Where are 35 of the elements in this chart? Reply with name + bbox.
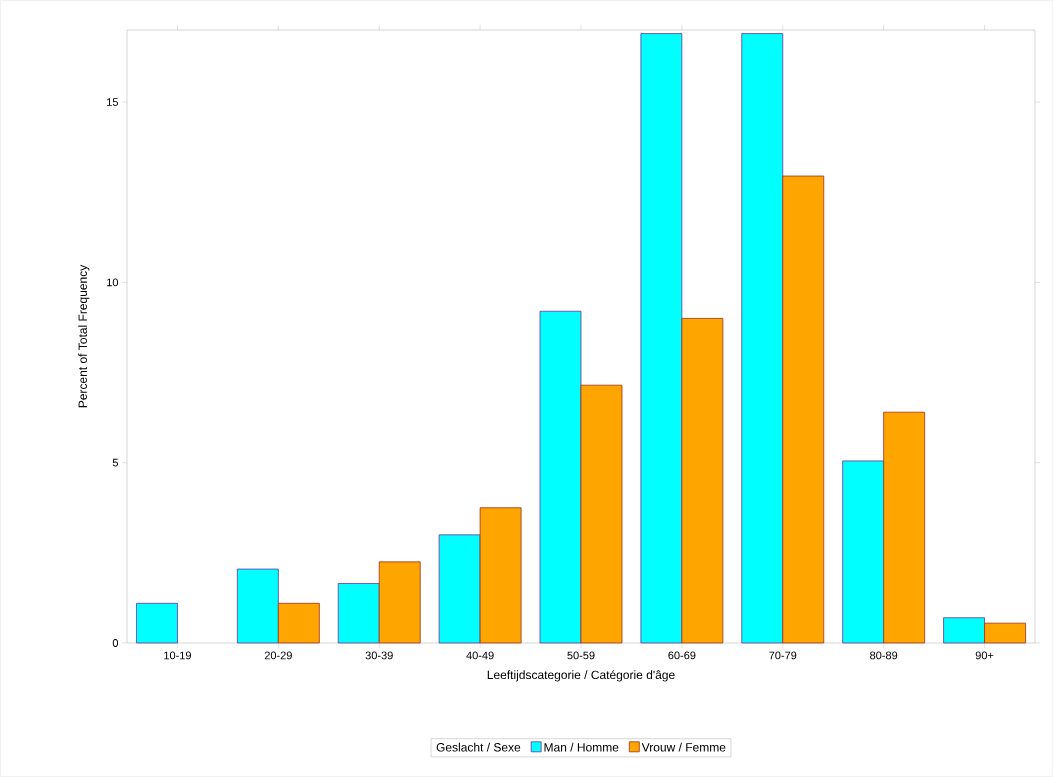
legend-label: Vrouw / Femme	[641, 742, 726, 752]
bar	[378, 561, 421, 644]
x-tick-label: 40-49	[466, 651, 494, 660]
bar	[438, 534, 481, 644]
bar	[539, 310, 582, 644]
bar	[943, 617, 985, 644]
bar	[236, 568, 279, 644]
bar	[984, 622, 1026, 644]
bar	[883, 411, 926, 644]
bar	[681, 318, 724, 644]
y-tick-label: 0	[112, 639, 119, 647]
x-tick-label: 20-29	[264, 651, 292, 660]
x-tick-label: 30-39	[365, 651, 393, 660]
y-tick-label: 15	[107, 98, 118, 106]
legend-title: Geslacht / Sexe	[436, 742, 521, 752]
x-axis-title: Leeftijdscategorie / Catégorie d'âge	[487, 670, 675, 682]
bar	[782, 175, 825, 644]
x-tick-label: 60-69	[668, 651, 696, 660]
x-tick-label: 70-79	[769, 651, 797, 660]
y-axis-title: Percent of Total Frequency	[78, 264, 90, 408]
y-tick-label: 5	[112, 458, 118, 467]
bar	[136, 602, 178, 644]
bar	[479, 507, 522, 644]
bar	[337, 583, 380, 644]
bar	[640, 33, 683, 644]
bar	[741, 33, 784, 644]
y-tick-label: 10	[107, 278, 119, 287]
bar	[842, 460, 885, 644]
x-tick-label: 80-89	[870, 651, 898, 660]
bar	[580, 384, 623, 644]
x-tick-label: 50-59	[567, 651, 595, 660]
bar	[277, 602, 320, 644]
legend-label: Man / Homme	[544, 742, 619, 752]
x-tick-label: 90+	[975, 651, 994, 660]
x-tick-label: 10-19	[164, 651, 191, 660]
